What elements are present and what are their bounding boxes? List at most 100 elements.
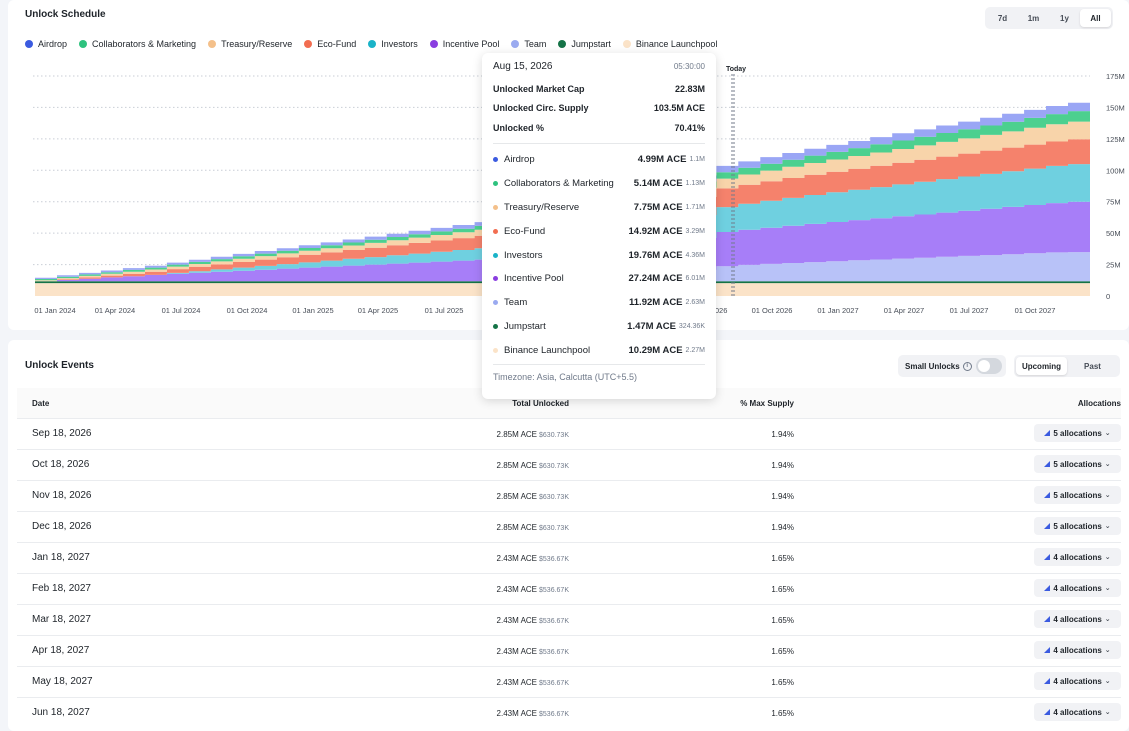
legend-label: Binance Launchpool [635,39,718,49]
event-date: Mar 18, 2027 [32,614,91,625]
allocation-amount: 10.29M ACE [628,345,683,357]
allocation-usd: 3.29M [685,227,705,235]
event-date: May 18, 2027 [32,676,93,687]
small-unlocks-switch[interactable] [976,358,1002,374]
event-total-amount: 2.43M ACE [496,616,538,625]
area-series-eco-fund[interactable] [35,139,1090,282]
legend-item[interactable]: Team [511,39,546,49]
event-total-amount: 2.85M ACE [496,430,538,439]
allocation-amount: 5.14M ACE [633,177,683,189]
legend-item[interactable]: Eco-Fund [304,39,356,49]
chevron-down-icon: ⌄ [1104,585,1111,592]
event-total: 2.43M ACE $536.67K [497,554,569,563]
info-icon[interactable]: i [962,361,972,371]
area-series-incentive-pool[interactable] [35,201,1090,282]
allocation-dot-icon [493,228,498,234]
col-date-header: Date [32,399,50,408]
allocation-dot-icon [493,324,498,330]
col-total-header: Total Unlocked [512,399,569,408]
x-tick-label: 01 Oct 2027 [1015,306,1056,315]
event-total-usd: $536.67K [539,556,569,563]
allocations-label: 5 allocations [1053,459,1102,469]
tooltip-divider [493,363,705,365]
legend-item[interactable]: Collaborators & Marketing [79,39,196,49]
unlock-events-card: Unlock Events Small Unlocks i Upcoming P… [8,340,1129,731]
legend-item[interactable]: Jumpstart [558,39,611,49]
chart-mini-icon [1044,554,1051,560]
col-alloc-header: Allocations [1077,399,1121,408]
event-total-amount: 2.43M ACE [496,554,538,563]
allocations-label: 5 allocations [1053,521,1102,531]
y-tick-label: 25M [1106,261,1121,270]
tooltip-header: Aug 15, 2026 05:30:00 [493,53,705,79]
allocations-dropdown-button[interactable]: 4 allocations ⌄ [1034,641,1121,659]
chart-legend: Airdrop Collaborators & Marketing Treasury… [25,39,729,49]
chevron-down-icon: ⌄ [1104,523,1111,530]
tooltip-stat: Unlocked Circ. Supply 103.5M ACE [493,99,705,119]
allocations-dropdown-button[interactable]: 5 allocations ⌄ [1034,455,1121,473]
chart-mini-icon [1044,523,1051,529]
allocation-name: Investors [504,249,543,261]
legend-dot-icon [304,40,313,48]
allocations-dropdown-button[interactable]: 4 allocations ⌄ [1034,548,1121,566]
tooltip-stat-label: Unlocked Market Cap [493,83,585,94]
event-date: Feb 18, 2027 [32,583,91,594]
event-pct: 1.94% [771,523,794,532]
tooltip-allocation-row: Collaborators & Marketing 5.14M ACE 1.13M [493,171,705,195]
area-series-treasury-reserve[interactable] [35,121,1090,282]
event-total-amount: 2.43M ACE [496,709,538,718]
area-series-investors[interactable] [35,164,1090,282]
area-series-team[interactable] [35,252,1090,282]
tooltip-allocation-row: Treasury/Reserve 7.75M ACE 1.71M [493,195,705,219]
chevron-down-icon: ⌄ [1104,678,1111,685]
legend-item[interactable]: Airdrop [25,39,67,49]
tab-upcoming[interactable]: Upcoming [1016,357,1067,375]
event-total-usd: $630.73K [539,463,569,470]
legend-dot-icon [511,40,520,48]
x-tick-label: 01 Oct 2024 [227,306,268,315]
tooltip-allocation-row: Airdrop 4.99M ACE 1.1M [493,148,705,172]
area-series-airdrop[interactable] [35,102,1090,279]
legend-label: Team [524,39,547,49]
tooltip-allocation-row: Team 11.92M ACE 2.63M [493,291,705,315]
event-total-usd: $536.67K [539,680,569,687]
chevron-down-icon: ⌄ [1104,430,1111,437]
x-tick-label: 01 Apr 2027 [884,306,924,315]
chart-mini-icon [1044,616,1051,622]
event-date: Nov 18, 2026 [32,490,92,501]
allocations-dropdown-button[interactable]: 5 allocations ⌄ [1034,517,1121,535]
range-all-button[interactable]: All [1080,9,1111,27]
chevron-down-icon: ⌄ [1104,647,1111,654]
event-date: Dec 18, 2026 [32,521,92,532]
legend-item[interactable]: Binance Launchpool [622,39,718,49]
event-date: Apr 18, 2027 [32,645,90,656]
tab-past[interactable]: Past [1084,361,1101,371]
allocations-dropdown-button[interactable]: 4 allocations ⌄ [1034,672,1121,690]
allocations-dropdown-button[interactable]: 4 allocations ⌄ [1034,610,1121,628]
range-1y-button[interactable]: 1y [1060,13,1069,23]
range-7d-button[interactable]: 7d [997,13,1008,23]
today-label: Today [726,66,746,73]
allocations-label: 5 allocations [1053,428,1102,438]
allocations-dropdown-button[interactable]: 4 allocations ⌄ [1034,703,1121,721]
legend-item[interactable]: Incentive Pool [429,39,499,49]
allocation-usd: 324.36K [678,323,705,331]
legend-item[interactable]: Treasury/Reserve [208,39,292,49]
allocations-label: 4 allocations [1053,583,1102,593]
area-series-collaborators-marketing[interactable] [35,111,1090,281]
allocations-dropdown-button[interactable]: 5 allocations ⌄ [1034,486,1121,504]
tooltip-time: 05:30:00 [673,61,705,71]
allocations-dropdown-button[interactable]: 4 allocations ⌄ [1034,579,1121,597]
event-total: 2.43M ACE $536.67K [497,585,569,594]
chevron-down-icon: ⌄ [1104,709,1111,716]
chevron-down-icon: ⌄ [1104,554,1111,561]
allocations-dropdown-button[interactable]: 5 allocations ⌄ [1034,424,1121,442]
legend-label: Airdrop [38,39,68,49]
tooltip-divider [493,142,705,144]
legend-item[interactable]: Investors [368,39,418,49]
col-pct-header: % Max Supply [740,399,794,408]
event-total-amount: 2.43M ACE [496,647,538,656]
legend-dot-icon [25,40,33,48]
x-tick-label: 01 Apr 2025 [358,306,398,315]
range-1m-button[interactable]: 1m [1027,13,1040,23]
